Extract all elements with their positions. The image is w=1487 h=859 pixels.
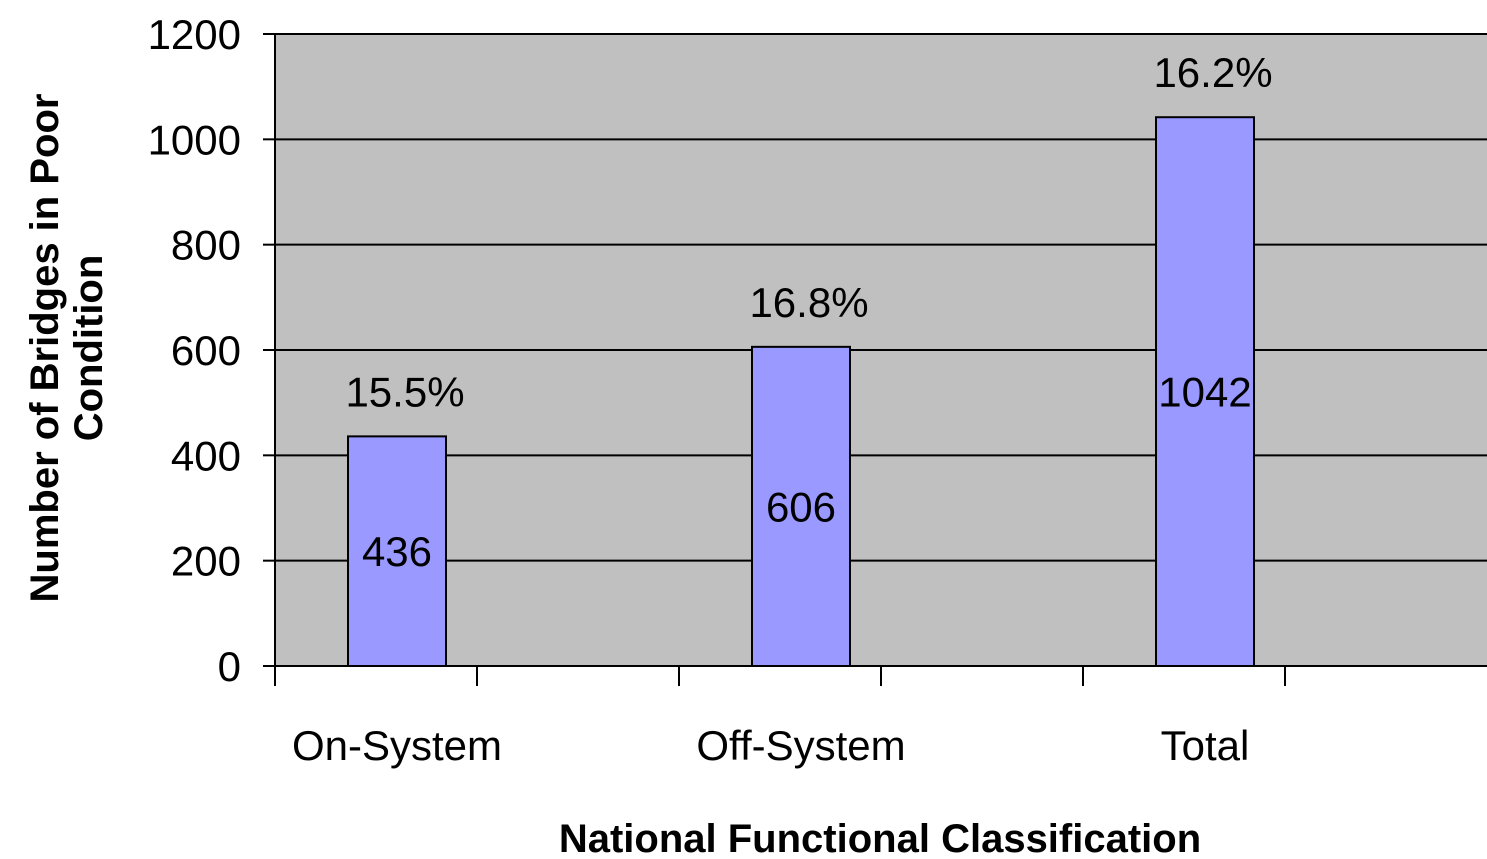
y-axis-title: Number of Bridges in Poor Condition [23, 94, 111, 603]
y-tick-label: 1200 [148, 11, 241, 58]
data-labels: 436 15.5% 606 16.8% 1042 16.2% [345, 49, 1272, 575]
x-axis: On-System Off-System Total [274, 665, 1487, 769]
bars [347, 116, 1255, 668]
x-category-label: Total [1161, 722, 1250, 769]
y-tick-label: 1000 [148, 116, 241, 163]
bar-value-label: 606 [766, 483, 836, 530]
y-axis-title-line-2: Condition [67, 255, 111, 442]
grid-lines [275, 33, 1487, 562]
bar [347, 435, 447, 667]
bar [751, 345, 851, 667]
bar-percent-label: 16.8% [749, 279, 868, 326]
x-category-label: Off-System [696, 722, 905, 769]
y-tick-label: 600 [171, 327, 241, 374]
y-axis-title-line-1: Number of Bridges in Poor [23, 94, 67, 603]
bar-value-label: 436 [362, 528, 432, 575]
bar [1155, 116, 1255, 668]
y-tick-label: 800 [171, 222, 241, 269]
bar-percent-label: 15.5% [345, 368, 464, 415]
x-category-label: On-System [292, 722, 502, 769]
bar-percent-label: 16.2% [1153, 49, 1272, 96]
y-tick-label: 200 [171, 538, 241, 585]
x-axis-title: National Functional Classification [559, 817, 1201, 859]
y-tick-label: 0 [218, 643, 241, 690]
bar-value-label: 1042 [1158, 369, 1251, 416]
y-tick-label: 400 [171, 432, 241, 479]
y-axis: 0 200 400 600 800 1000 1200 [148, 11, 276, 690]
